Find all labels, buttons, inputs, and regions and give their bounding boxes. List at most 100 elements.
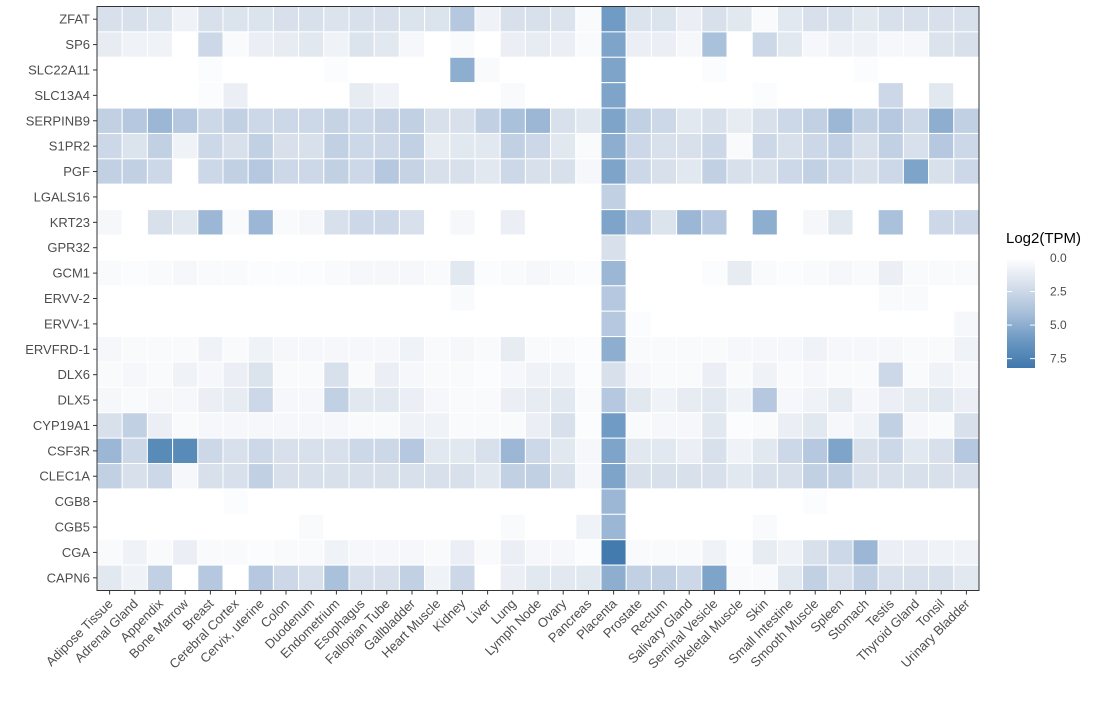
heatmap-cell — [474, 361, 501, 388]
heatmap-cell — [827, 107, 854, 134]
heatmap-cell — [348, 31, 375, 58]
heatmap-cell — [197, 183, 224, 211]
heatmap-cell — [121, 6, 148, 33]
heatmap-cell — [802, 6, 829, 33]
heatmap-cell — [550, 386, 577, 414]
heatmap-cell — [449, 412, 476, 439]
heatmap-cell — [575, 513, 602, 541]
heatmap-cell — [776, 513, 804, 541]
heatmap-cell — [600, 386, 627, 414]
heatmap-cell — [222, 336, 249, 363]
heatmap-cell — [701, 234, 728, 261]
heatmap-cell — [575, 336, 602, 363]
heatmap-cell — [323, 336, 350, 363]
heatmap-cell — [600, 107, 627, 134]
heatmap-cell — [172, 463, 199, 490]
heatmap-cell — [424, 539, 451, 566]
heatmap-cell — [827, 539, 854, 566]
heatmap-cell — [398, 310, 426, 338]
heatmap-cell — [96, 234, 123, 261]
heatmap-cell — [776, 31, 804, 58]
heatmap-cell — [272, 6, 300, 33]
heatmap-cell — [524, 386, 552, 414]
heatmap-cell — [298, 259, 325, 287]
heatmap-cell — [323, 513, 350, 541]
heatmap-cell — [398, 158, 426, 185]
heatmap-cell — [323, 539, 350, 566]
heatmap-cell — [272, 31, 300, 58]
heatmap-cell — [398, 56, 426, 84]
heatmap-cell — [499, 209, 526, 236]
heatmap-cell — [625, 6, 652, 33]
heatmap-cell — [247, 234, 274, 261]
heatmap-cell — [726, 107, 753, 134]
heatmap-cell — [827, 234, 854, 261]
heatmap-cell — [323, 6, 350, 33]
heatmap-cell — [953, 412, 980, 439]
heatmap-cell — [726, 310, 753, 338]
heatmap-cell — [676, 259, 703, 287]
heatmap-cell — [449, 437, 476, 465]
heatmap-cell — [96, 437, 123, 465]
heatmap-cell — [499, 412, 526, 439]
heatmap-cell — [852, 6, 879, 33]
heatmap-cell — [197, 82, 224, 109]
heatmap-cell — [676, 336, 703, 363]
heatmap-cell — [928, 183, 955, 211]
heatmap-cell — [373, 564, 400, 591]
heatmap-cell — [953, 386, 980, 414]
heatmap-cell — [928, 259, 955, 287]
heatmap-cell — [172, 183, 199, 211]
heatmap-cell — [776, 234, 804, 261]
heatmap-cell — [550, 513, 577, 541]
heatmap-cell — [575, 259, 602, 287]
heatmap-cell — [625, 56, 652, 84]
heatmap-cell — [827, 361, 854, 388]
heatmap-cell — [877, 132, 904, 160]
heatmap-cell — [902, 6, 930, 33]
heatmap-cell — [373, 310, 400, 338]
heatmap-cell — [928, 564, 955, 591]
heatmap-cell — [146, 158, 174, 185]
heatmap-cell — [751, 82, 778, 109]
heatmap-cell — [550, 183, 577, 211]
heatmap-cell — [172, 56, 199, 84]
heatmap-cell — [499, 158, 526, 185]
heatmap-cell — [197, 158, 224, 185]
heatmap-cell — [625, 82, 652, 109]
heatmap-cell — [802, 513, 829, 541]
heatmap-cell — [424, 158, 451, 185]
heatmap-cell — [424, 6, 451, 33]
heatmap-cell — [298, 386, 325, 414]
heatmap-cell — [524, 6, 552, 33]
heatmap-cell — [272, 463, 300, 490]
heatmap-cell — [575, 234, 602, 261]
heatmap-cell — [827, 6, 854, 33]
heatmap-cell — [852, 336, 879, 363]
heatmap-cell — [928, 336, 955, 363]
heatmap-cell — [474, 488, 501, 515]
heatmap-cell — [146, 539, 174, 566]
heatmap-cell — [953, 183, 980, 211]
heatmap-cell — [96, 463, 123, 490]
heatmap-cell — [625, 107, 652, 134]
heatmap-cell — [751, 6, 778, 33]
heatmap-cell — [323, 463, 350, 490]
heatmap-cell — [751, 132, 778, 160]
heatmap-cell — [197, 234, 224, 261]
heatmap-cell — [323, 488, 350, 515]
heatmap-cell — [650, 234, 678, 261]
heatmap-cell — [146, 386, 174, 414]
heatmap-cell — [600, 336, 627, 363]
heatmap-cell — [449, 259, 476, 287]
heatmap-cell — [499, 82, 526, 109]
heatmap-cell — [524, 539, 552, 566]
heatmap-cell — [323, 209, 350, 236]
y-tick-label: S1PR2 — [49, 139, 90, 154]
heatmap-cell — [701, 564, 728, 591]
heatmap-cell — [121, 132, 148, 160]
heatmap-cell — [272, 132, 300, 160]
heatmap-cells — [96, 6, 980, 591]
heatmap-cell — [272, 412, 300, 439]
heatmap-cell — [323, 234, 350, 261]
